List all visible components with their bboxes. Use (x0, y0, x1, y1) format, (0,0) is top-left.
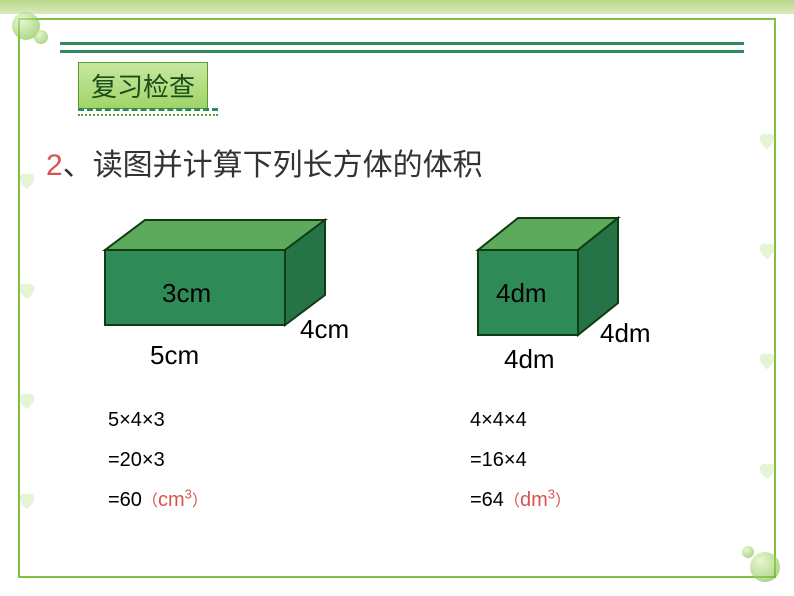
question-text: 2、读图并计算下列长方体的体积 (46, 140, 483, 184)
horizontal-rule (60, 42, 744, 45)
question-number: 2 (46, 149, 63, 182)
unit-text: cm3 (158, 489, 192, 511)
dotted-underline (78, 114, 218, 116)
calc-line: 5×4×3 (108, 400, 208, 440)
unit-text: dm3 (520, 489, 555, 511)
dim-height-label: 4dm (496, 278, 547, 309)
dim-height-label: 3cm (162, 278, 211, 309)
calculation-2: 4×4×4 =16×4 =64（dm3） (470, 400, 571, 520)
horizontal-rule (60, 50, 744, 53)
bubble-decor (742, 546, 754, 558)
dashed-underline (78, 108, 218, 111)
heart-icon (16, 170, 38, 192)
dim-depth-label: 4dm (600, 318, 651, 349)
paren-close: ） (555, 493, 571, 510)
dim-depth-label: 4cm (300, 314, 349, 345)
heart-icon (756, 130, 778, 152)
paren-open: （ (142, 493, 158, 510)
cube-shape-2: 4dm 4dm 4dm (470, 210, 630, 355)
question-body: 读图并计算下列长方体的体积 (93, 149, 483, 182)
dim-width-label: 4dm (504, 344, 555, 375)
calc-line: =64（dm3） (470, 480, 571, 520)
question-sep: 、 (63, 149, 93, 182)
paren-close: ） (192, 493, 208, 510)
bubble-decor (750, 552, 780, 582)
calc-result: =60 (108, 489, 142, 511)
heart-icon (16, 490, 38, 512)
calc-result: =64 (470, 489, 504, 511)
top-gradient-bar (0, 0, 794, 14)
calc-line: 4×4×4 (470, 400, 571, 440)
paren-open: （ (504, 493, 520, 510)
calc-line: =16×4 (470, 440, 571, 480)
cuboid-svg (100, 210, 330, 340)
calculation-1: 5×4×3 =20×3 =60（cm3） (108, 400, 208, 520)
calc-line: =60（cm3） (108, 480, 208, 520)
heart-icon (756, 460, 778, 482)
bubble-decor (34, 30, 48, 44)
calc-line: =20×3 (108, 440, 208, 480)
dim-width-label: 5cm (150, 340, 199, 371)
badge-text: 复习检查 (91, 72, 195, 102)
heart-icon (16, 390, 38, 412)
section-badge: 复习检查 (78, 62, 208, 109)
shapes-region: 3cm 4cm 5cm 4dm 4dm 4dm (0, 210, 794, 390)
cuboid-shape-1: 3cm 4cm 5cm (100, 210, 330, 345)
